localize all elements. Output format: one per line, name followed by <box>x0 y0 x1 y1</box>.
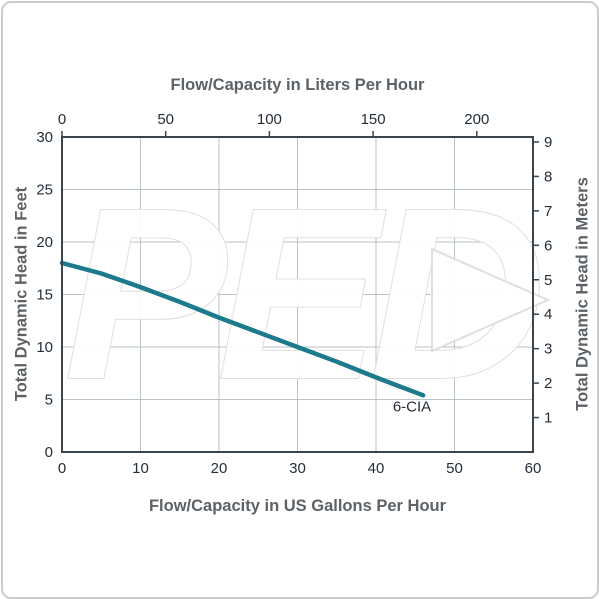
right-tick-label: 9 <box>544 134 552 151</box>
right-tick-label: 8 <box>544 168 552 185</box>
bottom-axis-title: Flow/Capacity in US Gallons Per Hour <box>148 497 447 515</box>
series-label-6-cia: 6-CIA <box>392 398 432 416</box>
right-tick-label: 6 <box>544 237 552 254</box>
watermark-arrow-icon <box>431 247 551 353</box>
right-tick-label: 1 <box>544 410 552 427</box>
left-tick-label: 20 <box>36 234 53 251</box>
bottom-tick-label: 20 <box>211 460 228 477</box>
bottom-tick-label: 10 <box>132 460 149 477</box>
left-tick-label: 25 <box>36 182 53 199</box>
bottom-tick-label: 30 <box>289 460 306 477</box>
right-tick-label: 7 <box>544 203 552 220</box>
left-tick-label: 30 <box>36 129 53 146</box>
left-tick-label: 5 <box>45 392 53 409</box>
right-tick-label: 5 <box>544 272 552 289</box>
bottom-tick-label: 50 <box>446 460 463 477</box>
bottom-tick-label: 0 <box>58 460 66 477</box>
top-tick-label: 200 <box>464 111 489 128</box>
left-tick-label: 0 <box>45 444 53 461</box>
bottom-tick-label: 60 <box>525 460 542 477</box>
left-axis-title: Total Dynamic Head in Feet <box>12 186 31 402</box>
right-tick-label: 2 <box>544 375 552 392</box>
right-axis-title: Total Dynamic Head in Meters <box>573 177 592 411</box>
right-tick-label: 4 <box>544 306 552 323</box>
top-tick-label: 50 <box>157 111 174 128</box>
right-tick-label: 3 <box>544 341 552 358</box>
pump-curve-6-CIA <box>59 260 426 398</box>
plot-border <box>61 136 534 453</box>
top-tick-label: 0 <box>58 111 66 128</box>
top-axis-title: Flow/Capacity in Liters Per Hour <box>170 76 425 94</box>
top-tick-label: 100 <box>257 111 282 128</box>
bottom-tick-label: 40 <box>368 460 385 477</box>
left-tick-label: 15 <box>36 287 53 304</box>
left-tick-label: 10 <box>36 339 53 356</box>
top-tick-label: 150 <box>361 111 386 128</box>
